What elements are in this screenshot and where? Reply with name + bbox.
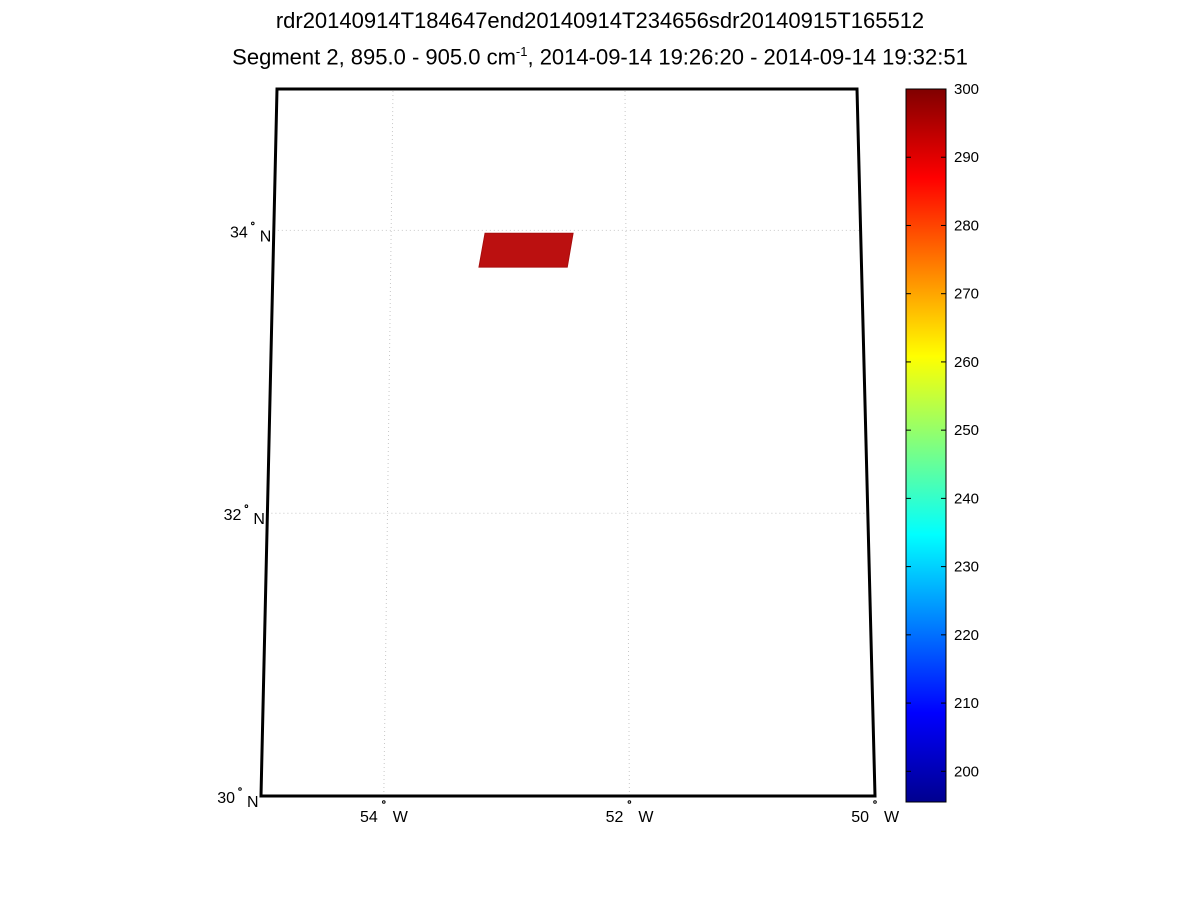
lat-label-30: 30 N: [217, 787, 259, 811]
degree-symbol: [382, 800, 386, 804]
colorbar-border: [905, 88, 947, 803]
lat-tick-value: 34: [230, 224, 248, 241]
lat-label-32: 32 N: [224, 504, 265, 528]
colorbar-tick-label: 250: [954, 422, 979, 439]
degree-symbol: [873, 800, 877, 804]
chart-title: rdr20140914T184647end20140914T234656sdr2…: [275, 8, 925, 33]
lon-label-50: 50 W: [851, 800, 900, 826]
colorbar-tick-label: 270: [954, 286, 979, 303]
axis-labels: 30 N 32 N 34 N 54 W 52 W 50 W: [217, 221, 900, 826]
graticule: [261, 88, 876, 797]
colorbar-tick-label: 230: [954, 559, 979, 576]
grid-line-lon-52: [624, 88, 630, 797]
degree-symbol: [627, 800, 632, 804]
grid-line-lon-54: [383, 88, 394, 797]
colorbar: 300 290 280 270 260 250 240 230 220 210 200: [905, 81, 979, 803]
degree-symbol: [251, 221, 255, 226]
lon-label-52: 52 W: [606, 800, 654, 826]
lon-hemisphere: W: [884, 809, 900, 826]
lon-hemisphere: W: [393, 809, 409, 826]
colorbar-tick-label: 260: [954, 354, 979, 371]
colorbar-tick-label: 300: [954, 81, 979, 98]
colorbar-tick-label: 280: [954, 217, 979, 234]
subtitle-time-range: , 2014-09-14 19:26:20 - 2014-09-14 19:32…: [527, 44, 968, 70]
lat-label-34: 34 N: [230, 221, 272, 245]
data-layer: [478, 232, 574, 268]
map-frame-border: [259, 87, 877, 798]
lon-tick-value: 50: [851, 809, 869, 826]
chart-subtitle: Segment 2, 895.0 - 905.0 cm-1, 2014-09-1…: [0, 44, 1200, 70]
degree-symbol: [244, 504, 249, 509]
colorbar-tick-label: 220: [954, 627, 979, 644]
colorbar-tick-label: 290: [954, 149, 979, 166]
lon-label-54: 54 W: [360, 800, 409, 826]
lat-hemisphere: N: [253, 511, 265, 528]
degree-symbol: [238, 787, 242, 791]
lon-tick-value: 54: [360, 809, 378, 826]
lon-tick-value: 52: [606, 809, 624, 826]
subtitle-segment: Segment 2, 895.0 - 905.0 cm: [232, 44, 516, 70]
colorbar-gradient: [906, 89, 946, 802]
map-frame: [259, 87, 877, 798]
lat-tick-value: 32: [224, 507, 242, 524]
lat-hemisphere: N: [260, 228, 272, 245]
lat-hemisphere: N: [247, 794, 259, 811]
colorbar-tick-label: 240: [954, 490, 979, 507]
colorbar-tick-label: 210: [954, 695, 979, 712]
colorbar-tick-label: 200: [954, 763, 979, 780]
subtitle-superscript: -1: [515, 44, 528, 59]
lon-hemisphere: W: [638, 809, 654, 826]
radiance-swath: [478, 232, 574, 268]
lat-tick-value: 30: [217, 790, 235, 807]
